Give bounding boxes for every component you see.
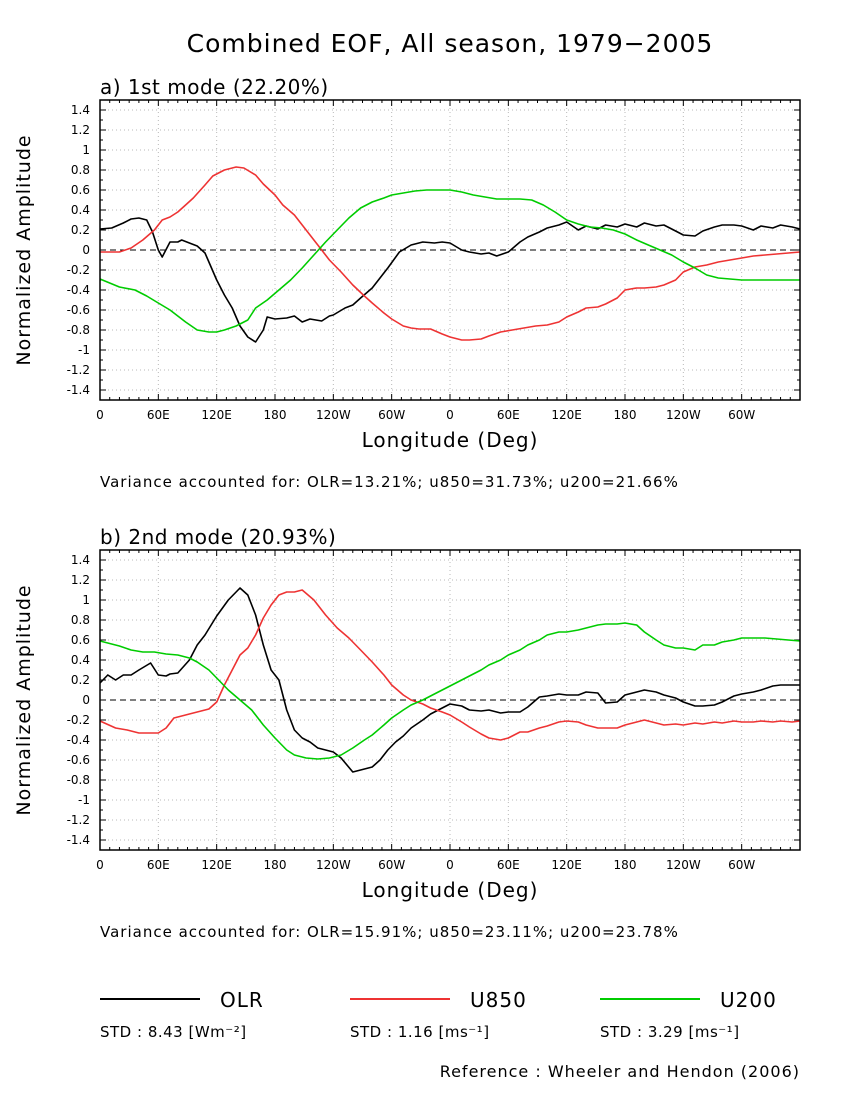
x-tick-label: 0 [96,408,104,422]
x-axis-label-a: Longitude (Deg) [362,428,539,452]
y-tick-label: 0.8 [71,163,90,177]
y-tick-label: -1.4 [67,383,90,397]
y-tick-label: -1 [78,793,90,807]
legend-label-u200: U200 [720,988,777,1012]
y-tick-label: 0.4 [71,653,90,667]
x-tick-label: 180 [264,408,287,422]
reference-text: Reference : Wheeler and Hendon (2006) [440,1062,800,1081]
legend-std-u850: STD : 1.16 [ms⁻¹] [350,1023,490,1041]
y-tick-label: 1.4 [71,103,90,117]
series-line-olr-b [99,587,800,773]
x-axis-label-b: Longitude (Deg) [362,878,539,902]
y-tick-label: -0.2 [67,263,90,277]
x-tick-label: 0 [96,858,104,872]
y-tick-label: -0.4 [67,283,90,297]
series-line-u200-b [99,622,801,760]
series-line-olr-a [99,217,801,343]
legend-label-olr: OLR [220,988,264,1012]
x-tick-label: 60W [728,858,755,872]
panel-second-mode: b) 2nd mode (20.93%) -1.4 -1.2 -1 -0.8 -0.6 -… [13,525,801,941]
y-tick-label: 0.6 [71,633,90,647]
y-tick-label: 0.6 [71,183,90,197]
legend-item-u200: U200 STD : 3.29 [ms⁻¹] [600,988,777,1041]
y-tick-label: -1.2 [67,813,90,827]
y-tick-label: 0.4 [71,203,90,217]
plot-frame-b [99,549,801,851]
x-tick-label: 180 [264,858,287,872]
legend-label-u850: U850 [470,988,527,1012]
y-tick-label: 0 [82,243,90,257]
x-tick-label: 60E [497,408,520,422]
x-tick-label: 120E [551,408,582,422]
y-tick-label: -0.6 [67,753,90,767]
legend-std-u200: STD : 3.29 [ms⁻¹] [600,1023,740,1041]
x-tick-label: 180 [614,408,637,422]
x-tick-label: 120E [201,858,232,872]
figure-title: Combined EOF, All season, 1979−2005 [187,29,714,58]
y-tick-label: 1.2 [71,123,90,137]
x-tick-label: 60E [497,858,520,872]
y-tick-label: -0.8 [67,773,90,787]
panel-title-a: a) 1st mode (22.20%) [100,75,329,99]
y-tick-label: 0.8 [71,613,90,627]
x-tick-label: 0 [446,408,454,422]
variance-text-b: Variance accounted for: OLR=15.91%; u850… [100,923,679,941]
y-tick-label: 1 [82,143,90,157]
y-tick-label: 0 [82,693,90,707]
y-tick-label: -0.6 [67,303,90,317]
series-line-u200-a [99,189,800,333]
series-line-u850-b [99,589,801,741]
x-tick-label: 180 [614,858,637,872]
y-tick-label: -1.2 [67,363,90,377]
y-tick-label: 0.2 [71,223,90,237]
legend-item-olr: OLR STD : 8.43 [Wm⁻²] [100,988,264,1041]
x-tick-label: 60W [378,858,405,872]
x-tick-label: 60W [378,408,405,422]
x-tick-label: 60E [147,858,170,872]
panel-title-b: b) 2nd mode (20.93%) [100,525,336,549]
y-tick-label: -0.2 [67,713,90,727]
variance-text-a: Variance accounted for: OLR=13.21%; u850… [100,473,679,491]
y-axis-label-b: Normalized Amplitude [13,584,35,815]
y-tick-label: -0.8 [67,323,90,337]
x-tick-label: 120W [666,858,701,872]
x-tick-label: 120E [201,408,232,422]
x-tick-label: 60W [728,408,755,422]
legend-item-u850: U850 STD : 1.16 [ms⁻¹] [350,988,527,1041]
y-tick-label: -1 [78,343,90,357]
series-line-u850-a [100,166,801,341]
legend-std-olr: STD : 8.43 [Wm⁻²] [100,1023,247,1041]
y-tick-label: 1.2 [71,573,90,587]
y-tick-label: -0.4 [67,733,90,747]
legend: OLR STD : 8.43 [Wm⁻²] U850 STD : 1.16 [m… [100,988,777,1041]
x-tick-label: 120W [666,408,701,422]
panel-first-mode: a) 1st mode (22.20%) -1.4 -1.2 -1 -0.8 -0.6 -… [13,75,801,491]
x-tick-label: 60E [147,408,170,422]
y-axis-label-a: Normalized Amplitude [13,134,35,365]
y-tick-label: 0.2 [71,673,90,687]
y-tick-label: 1.4 [71,553,90,567]
x-tick-label: 0 [446,858,454,872]
x-tick-label: 120W [316,858,351,872]
x-tick-label: 120W [316,408,351,422]
plot-frame-a [99,99,801,401]
x-tick-label: 120E [551,858,582,872]
y-tick-label: -1.4 [67,833,90,847]
y-tick-label: 1 [82,593,90,607]
